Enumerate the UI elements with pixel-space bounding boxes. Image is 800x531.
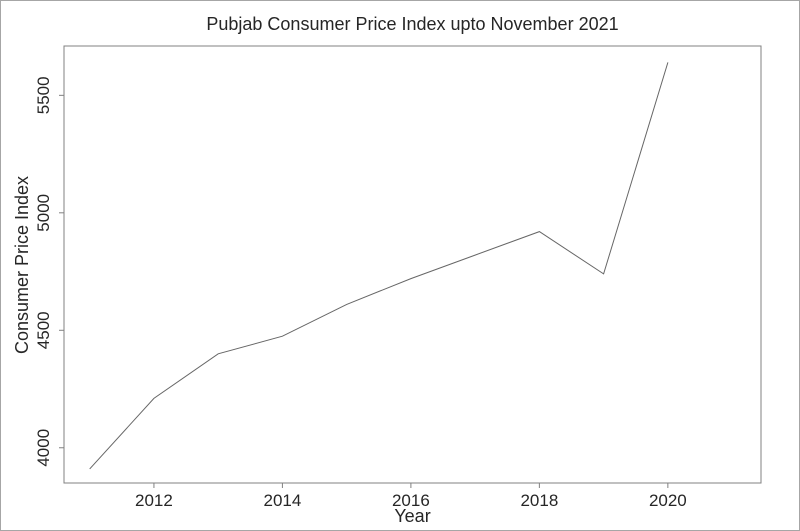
x-axis-label: Year (394, 506, 431, 526)
y-tick-label: 5500 (34, 76, 53, 114)
x-tick-label: 2020 (649, 491, 687, 510)
y-axis-label: Consumer Price Index (12, 175, 32, 355)
x-tick-label: 2016 (392, 491, 430, 510)
x-tick-label: 2012 (135, 491, 173, 510)
chart-title: Pubjab Consumer Price Index upto Novembe… (206, 14, 619, 34)
plot-box (63, 45, 762, 484)
x-tick-label: 2014 (264, 491, 302, 510)
y-tick-label: 4500 (34, 311, 53, 349)
y-tick-label: 5000 (34, 194, 53, 232)
x-tick-label: 2018 (520, 491, 558, 510)
y-tick-label: 4000 (34, 429, 53, 467)
cpi-series-line (89, 62, 669, 470)
